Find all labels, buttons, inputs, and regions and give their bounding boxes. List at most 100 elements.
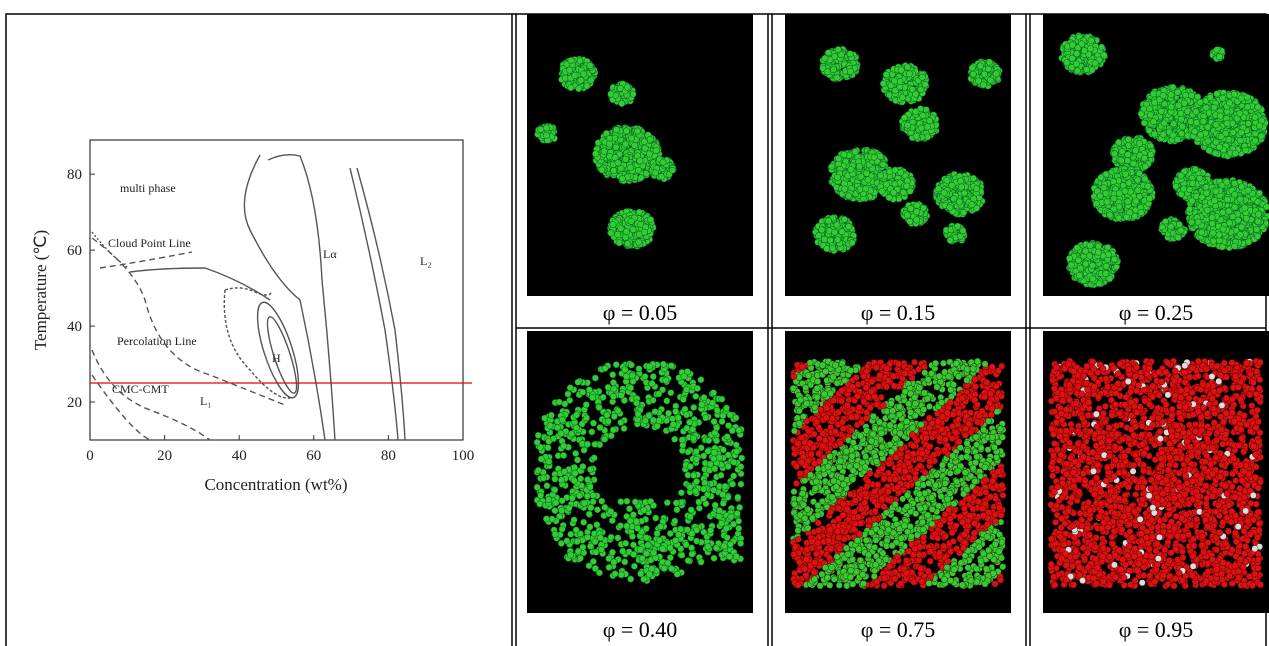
particle: [1213, 122, 1219, 128]
y-tick-label: 40: [67, 319, 82, 335]
particle: [628, 135, 634, 141]
particle: [898, 67, 904, 73]
particle: [970, 195, 976, 201]
particle: [568, 57, 574, 63]
particle: [1244, 104, 1250, 110]
particle: [821, 236, 827, 242]
particle: [538, 126, 544, 132]
particle: [622, 156, 628, 162]
particle: [592, 151, 598, 157]
particle: [919, 74, 925, 80]
particle: [1101, 52, 1107, 58]
particle: [636, 239, 642, 245]
particle: [642, 145, 648, 151]
particle: [1216, 144, 1222, 150]
particle: [1181, 100, 1187, 106]
particle: [1220, 95, 1226, 101]
particle: [1252, 138, 1258, 144]
particle: [619, 176, 625, 182]
particle: [635, 167, 641, 173]
particle: [1151, 99, 1157, 105]
particle: [901, 115, 907, 121]
particle: [653, 147, 659, 153]
particle: [900, 189, 906, 195]
particle: [926, 118, 932, 124]
particle: [1088, 37, 1094, 43]
particle: [1245, 120, 1251, 126]
particle: [1175, 102, 1181, 108]
particle: [613, 144, 619, 150]
particle: [599, 167, 605, 173]
particle: [1188, 92, 1194, 98]
particle: [601, 148, 607, 154]
particle: [628, 218, 634, 224]
particle: [578, 77, 584, 83]
particle: [960, 209, 966, 215]
particle: [824, 246, 830, 252]
particle: [830, 66, 836, 72]
particle: [608, 91, 614, 97]
particle: [907, 218, 913, 224]
particle: [852, 149, 858, 155]
particle: [832, 229, 838, 235]
particle: [576, 85, 582, 91]
particle: [1256, 123, 1262, 129]
particle: [1258, 133, 1264, 139]
particle: [1074, 68, 1080, 74]
particle: [1148, 151, 1154, 157]
particle: [904, 183, 910, 189]
particle: [615, 231, 621, 237]
particle: [822, 55, 828, 61]
particle: [839, 228, 845, 234]
particle: [627, 164, 633, 170]
particle: [865, 177, 871, 183]
particle: [825, 218, 831, 224]
particle: [608, 230, 614, 236]
particle: [1092, 60, 1098, 66]
region-label: multi phase: [120, 181, 176, 195]
particle: [1231, 91, 1237, 97]
particle: [841, 151, 847, 157]
particle: [1238, 129, 1244, 135]
particle: [615, 160, 621, 166]
particle: [1232, 150, 1238, 156]
particle: [638, 175, 644, 181]
snapshot-caption: φ = 0.05: [603, 300, 678, 325]
particle: [1237, 137, 1243, 143]
particle: [1150, 118, 1156, 124]
particle: [1147, 106, 1153, 112]
particle: [847, 51, 853, 57]
particle: [957, 178, 963, 184]
particle: [1142, 163, 1148, 169]
particle: [1161, 120, 1167, 126]
particle: [1160, 131, 1166, 137]
particle: [1197, 132, 1203, 138]
particle: [1087, 46, 1093, 52]
particle: [1193, 109, 1199, 115]
particle: [960, 228, 966, 234]
particle: [892, 167, 898, 173]
particle: [1174, 136, 1180, 142]
particle: [907, 205, 913, 211]
particle: [829, 163, 835, 169]
particle: [1205, 124, 1211, 130]
particle: [1226, 136, 1232, 142]
region-label: H: [272, 351, 281, 365]
particle: [1211, 104, 1217, 110]
particle: [580, 71, 586, 77]
particle: [1170, 84, 1176, 90]
particle: [847, 68, 853, 74]
particle: [986, 59, 992, 65]
line-label: Percolation Line: [117, 334, 197, 348]
particle: [848, 166, 854, 172]
particle: [587, 63, 593, 69]
particle: [624, 241, 630, 247]
snapshot-caption: φ = 0.15: [861, 300, 936, 325]
particle: [956, 199, 962, 205]
particle: [1243, 147, 1249, 153]
particle: [845, 193, 851, 199]
particle: [834, 222, 840, 228]
particle: [904, 64, 910, 70]
particle: [955, 223, 961, 229]
